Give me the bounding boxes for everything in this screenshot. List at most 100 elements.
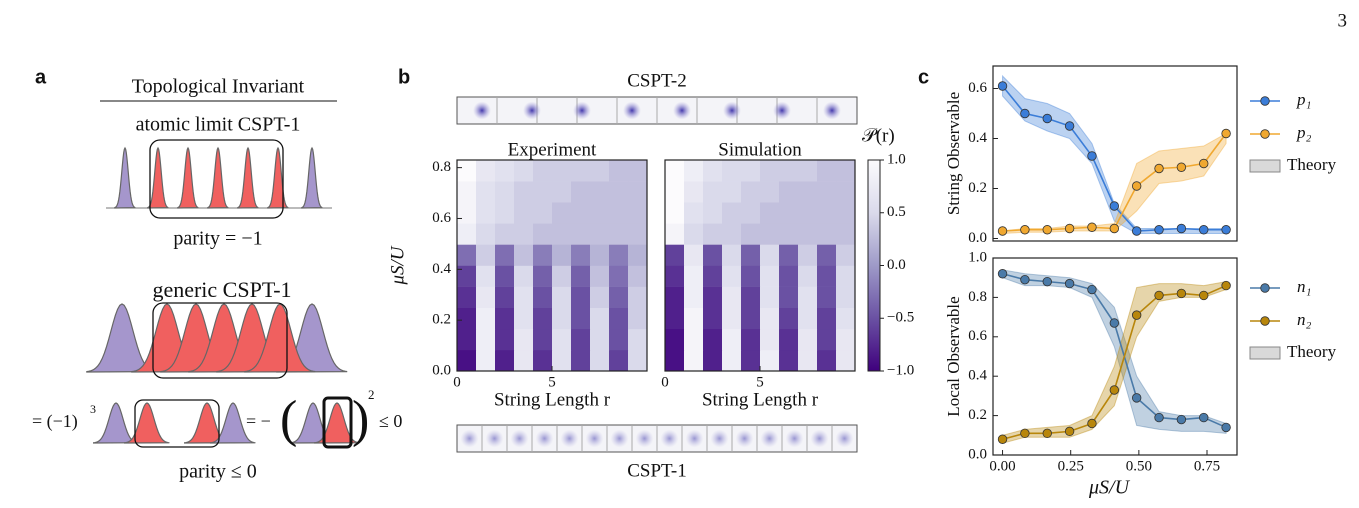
data-point bbox=[1109, 201, 1120, 211]
heatmap-cell bbox=[571, 328, 591, 351]
heatmap-cell bbox=[760, 181, 780, 203]
data-point bbox=[1176, 162, 1187, 172]
x-tick-label: 0 bbox=[453, 374, 461, 390]
heatmap-cell bbox=[722, 265, 742, 287]
heatmap-cell bbox=[703, 286, 723, 308]
y-tick-label: 0.6 bbox=[968, 80, 987, 96]
heatmap-cell bbox=[665, 328, 685, 351]
panel-label: b bbox=[398, 66, 410, 88]
data-point bbox=[997, 269, 1008, 279]
heatmap-cell bbox=[590, 244, 610, 266]
heatmap-cell bbox=[609, 244, 629, 266]
heatmap-cell bbox=[628, 202, 648, 224]
heatmap-cell bbox=[817, 181, 837, 203]
y-tick-label: 0.0 bbox=[432, 362, 451, 378]
data-point bbox=[1109, 385, 1120, 395]
heatmap-cell bbox=[741, 328, 761, 351]
heatmap-cell bbox=[817, 307, 837, 330]
heatmap-cell bbox=[552, 307, 572, 330]
heatmap-cell bbox=[457, 307, 477, 330]
x-tick-label: 0.50 bbox=[1126, 458, 1152, 474]
heatmap-cell bbox=[665, 181, 685, 203]
heatmap-cell bbox=[495, 307, 515, 330]
heatmap-cell bbox=[552, 244, 572, 266]
equation-text: ≤ 0 bbox=[379, 411, 402, 431]
heatmap-cell bbox=[836, 349, 856, 372]
heatmap-cell bbox=[703, 181, 723, 203]
image-label: CSPT-1 bbox=[627, 460, 687, 481]
heatmap-cell bbox=[590, 349, 610, 372]
heatmap-cell bbox=[836, 265, 856, 287]
y-tick-label: 0.6 bbox=[432, 210, 451, 226]
atom-blob bbox=[823, 101, 841, 120]
heatmap-cell bbox=[760, 307, 780, 330]
heatmap-title: Experiment bbox=[508, 139, 597, 160]
axes-frame bbox=[456, 159, 648, 372]
heatmap-cell bbox=[836, 223, 856, 245]
y-tick-label: 1.0 bbox=[968, 249, 987, 265]
data-point bbox=[1064, 121, 1075, 131]
heatmap-cell bbox=[798, 181, 818, 203]
x-tick-label: 5 bbox=[756, 374, 764, 390]
heatmap-cell bbox=[495, 181, 515, 203]
atom-blob bbox=[773, 101, 791, 120]
heatmap-cell bbox=[760, 223, 780, 245]
heatmap-cell bbox=[817, 244, 837, 266]
heatmap-cell bbox=[609, 328, 629, 351]
heatmap-cell bbox=[533, 244, 553, 266]
heatmap-cell bbox=[552, 223, 572, 245]
heatmap-cell bbox=[628, 349, 648, 372]
heatmap-cell bbox=[760, 265, 780, 287]
box bbox=[149, 139, 284, 219]
y-tick-label: 0.2 bbox=[432, 312, 451, 328]
heatmap-cell bbox=[779, 160, 799, 182]
heatmap-cell bbox=[476, 223, 496, 245]
subtitle: generic CSPT-1 bbox=[152, 277, 291, 302]
heatmap-cell bbox=[476, 181, 496, 203]
heatmap-cell bbox=[779, 265, 799, 287]
heatmap-cell bbox=[722, 328, 742, 351]
box bbox=[322, 396, 353, 449]
heatmap-cell bbox=[703, 349, 723, 372]
heatmap-cell bbox=[741, 286, 761, 308]
heatmap-cell bbox=[836, 244, 856, 266]
equation-text: = − bbox=[246, 411, 271, 431]
x-tick-label: 5 bbox=[548, 374, 556, 390]
heatmap-cell bbox=[817, 328, 837, 351]
heatmap-cell bbox=[684, 181, 704, 203]
colorbar-tick-label: −1.0 bbox=[887, 362, 914, 378]
peak bbox=[147, 146, 169, 209]
heatmap-cell bbox=[779, 286, 799, 308]
atom-blob bbox=[460, 429, 479, 448]
heatmap-cell bbox=[703, 244, 723, 266]
heatmap-cell bbox=[514, 286, 534, 308]
heatmap-cell bbox=[514, 244, 534, 266]
heatmap-cell bbox=[684, 265, 704, 287]
data-point bbox=[1131, 226, 1142, 236]
parity-label: parity = −1 bbox=[173, 228, 262, 250]
atom-blob bbox=[760, 429, 779, 448]
colorbar-tick-label: 1.0 bbox=[887, 151, 906, 167]
data-point bbox=[1154, 225, 1164, 235]
heatmap-cell bbox=[628, 223, 648, 245]
heatmap-cell bbox=[571, 181, 591, 203]
heatmap-cell bbox=[457, 244, 477, 266]
heatmap-cell bbox=[571, 265, 591, 287]
heatmap-cell bbox=[798, 202, 818, 224]
atom-blob bbox=[560, 429, 579, 448]
heatmap-cell bbox=[722, 244, 742, 266]
heatmap-cell bbox=[552, 181, 572, 203]
axes-frame bbox=[992, 257, 1238, 456]
heatmap-cell bbox=[703, 307, 723, 330]
atom-blob bbox=[685, 429, 704, 448]
x-axis-label: String Length r bbox=[702, 389, 819, 410]
subtitle: atomic limit CSPT-1 bbox=[136, 114, 301, 136]
heatmap-cell bbox=[495, 223, 515, 245]
y-tick-label: 0.2 bbox=[968, 407, 987, 423]
axes-frame bbox=[992, 65, 1238, 242]
heatmap-cell bbox=[798, 223, 818, 245]
heatmap-cell bbox=[609, 349, 629, 372]
heatmap-cell bbox=[817, 202, 837, 224]
heatmap-cell bbox=[590, 307, 610, 330]
heatmap-cell bbox=[590, 328, 610, 351]
